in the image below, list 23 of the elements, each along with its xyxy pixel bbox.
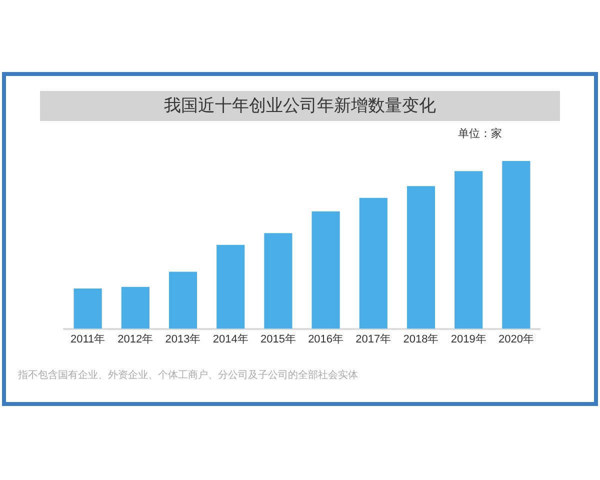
bar	[216, 244, 245, 329]
bar	[454, 171, 483, 329]
x-tick-label: 2012年	[118, 333, 154, 346]
bar	[502, 161, 530, 329]
text: 单位：家	[458, 126, 502, 141]
bar	[312, 211, 340, 329]
x-tick-label: 2013年	[165, 333, 201, 346]
x-tick-label: 2019年	[450, 333, 486, 346]
x-tick-label: 2016年	[308, 333, 344, 346]
x-tick-label: 2020年	[498, 333, 534, 346]
x-tick-label: 2017年	[356, 333, 392, 346]
text: 指不包含国有企业、外资企业、个体工商户、分公司及子公司的全部社会实体	[18, 368, 358, 382]
x-tick-label: 2014年	[212, 333, 248, 346]
bar	[74, 288, 102, 329]
x-tick-label: 2011年	[70, 333, 106, 346]
bar	[168, 272, 198, 329]
bar	[406, 186, 436, 329]
bar	[121, 286, 150, 329]
x-tick-label: 2015年	[260, 333, 296, 346]
chart-title: 我国近十年创业公司年新增数量变化	[40, 91, 560, 121]
x-tick-label: 2018年	[403, 333, 439, 346]
bar	[359, 198, 388, 329]
bar	[264, 233, 292, 329]
